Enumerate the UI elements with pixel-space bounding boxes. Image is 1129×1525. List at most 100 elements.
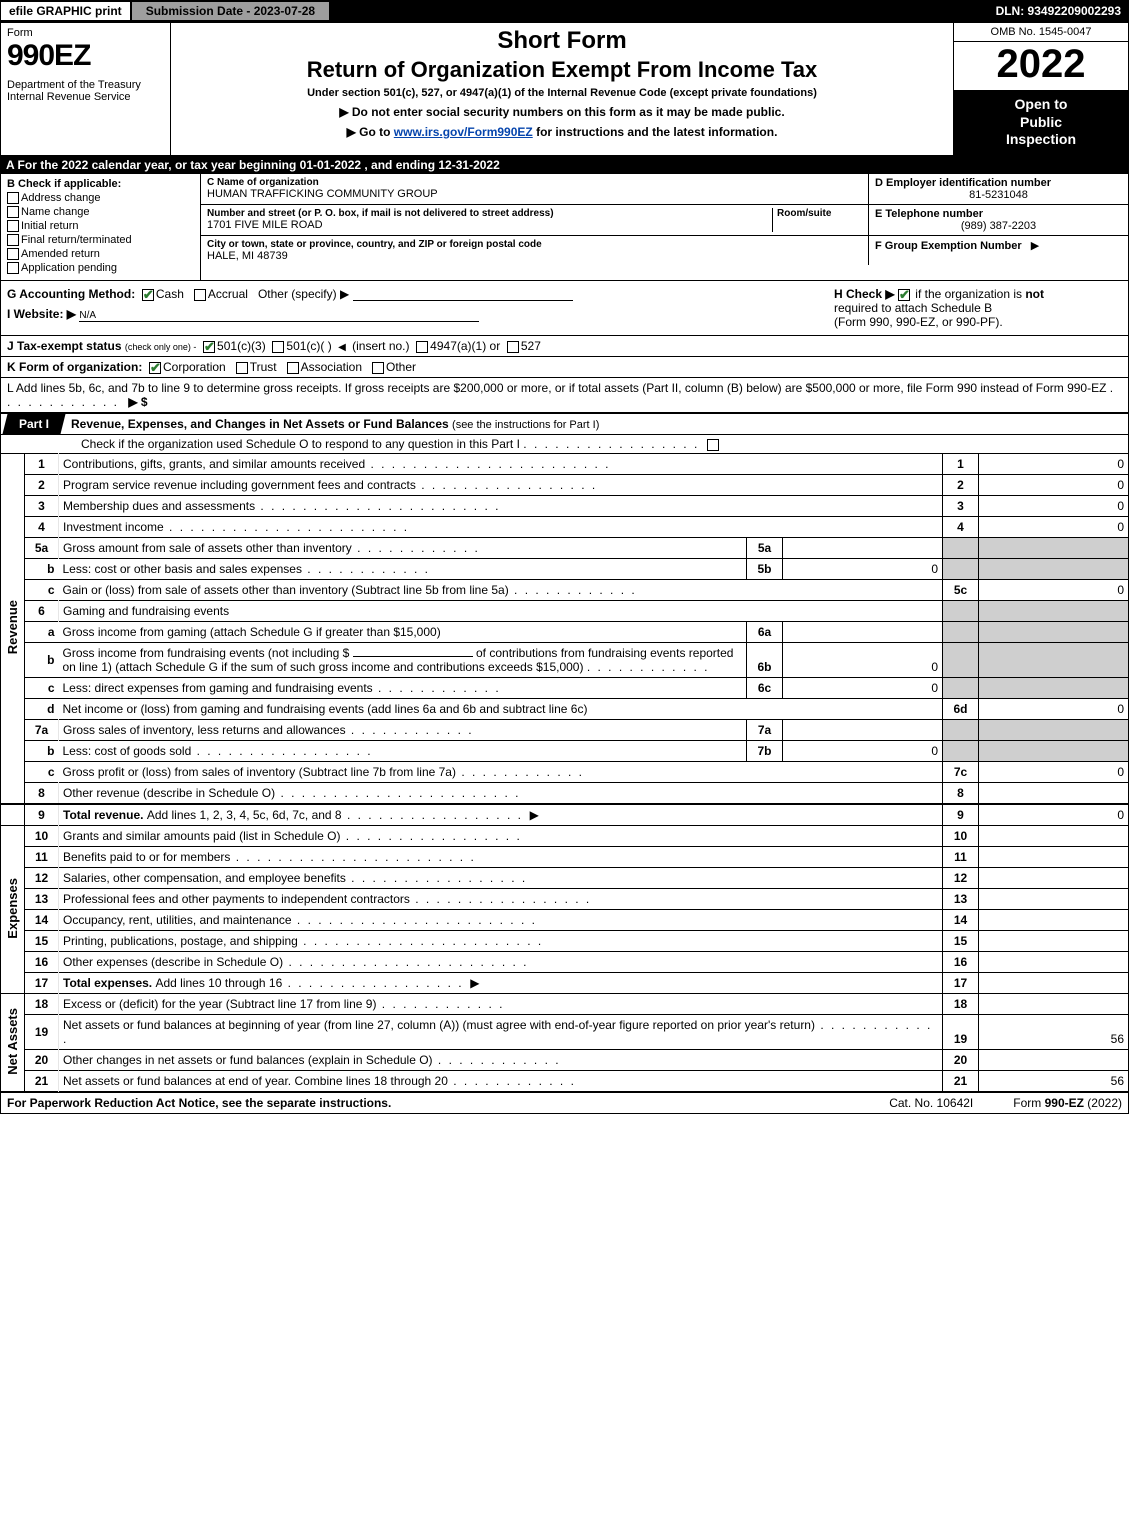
outer-amt: 0 bbox=[979, 762, 1129, 783]
opt-name-change: Name change bbox=[21, 206, 90, 218]
outer-num: 2 bbox=[943, 475, 979, 496]
line-num: 8 bbox=[25, 783, 59, 805]
line-num: 3 bbox=[25, 496, 59, 517]
checkbox-icon bbox=[7, 262, 19, 274]
outer-num: 3 bbox=[943, 496, 979, 517]
line-num: d bbox=[25, 699, 59, 720]
triangle-left-icon bbox=[335, 339, 349, 353]
line-desc: Occupancy, rent, utilities, and maintena… bbox=[59, 910, 943, 931]
line-num: c bbox=[25, 762, 59, 783]
line-num: 11 bbox=[25, 847, 59, 868]
chk-corp[interactable] bbox=[149, 362, 161, 374]
instr-ssn: ▶ Do not enter social security numbers o… bbox=[177, 105, 947, 119]
table-row: d Net income or (loss) from gaming and f… bbox=[1, 699, 1129, 720]
inner-num: 5a bbox=[747, 538, 783, 559]
line-num: 6 bbox=[25, 601, 59, 622]
chk-final-return[interactable]: Final return/terminated bbox=[7, 234, 194, 246]
outer-num: 7c bbox=[943, 762, 979, 783]
line-desc: Membership dues and assessments bbox=[59, 496, 943, 517]
section-l: L Add lines 5b, 6c, and 7b to line 9 to … bbox=[1, 377, 1128, 412]
table-row: 6 Gaming and fundraising events bbox=[1, 601, 1129, 622]
line-desc: Benefits paid to or for members bbox=[59, 847, 943, 868]
chk-application-pending[interactable]: Application pending bbox=[7, 262, 194, 274]
outer-amt: 0 bbox=[979, 454, 1129, 475]
section-h: H Check ▶ if the organization is not req… bbox=[828, 281, 1128, 335]
line-a: A For the 2022 calendar year, or tax yea… bbox=[0, 156, 1129, 174]
outer-amt: 56 bbox=[979, 1071, 1129, 1092]
inner-amt: 0 bbox=[783, 559, 943, 580]
line-num: 10 bbox=[25, 826, 59, 847]
section-k: K Form of organization: Corporation Trus… bbox=[1, 356, 1128, 377]
table-row: 14 Occupancy, rent, utilities, and maint… bbox=[1, 910, 1129, 931]
chk-initial-return[interactable]: Initial return bbox=[7, 220, 194, 232]
outer-num: 1 bbox=[943, 454, 979, 475]
line-desc: Other changes in net assets or fund bala… bbox=[59, 1050, 943, 1071]
line-desc: Gross income from gaming (attach Schedul… bbox=[59, 622, 747, 643]
line-num: 15 bbox=[25, 931, 59, 952]
chk-address-change[interactable]: Address change bbox=[7, 192, 194, 204]
irs-link[interactable]: www.irs.gov/Form990EZ bbox=[394, 125, 533, 139]
table-row: a Gross income from gaming (attach Sched… bbox=[1, 622, 1129, 643]
ein-value: 81-5231048 bbox=[875, 189, 1122, 201]
chk-accrual[interactable] bbox=[194, 289, 206, 301]
short-form-title: Short Form bbox=[177, 27, 947, 55]
chk-trust[interactable] bbox=[236, 362, 248, 374]
header-subtitle: Under section 501(c), 527, or 4947(a)(1)… bbox=[177, 87, 947, 99]
table-row: 3 Membership dues and assessments 3 0 bbox=[1, 496, 1129, 517]
e-label: E Telephone number bbox=[875, 208, 1122, 220]
line-num: 9 bbox=[25, 804, 59, 826]
chk-name-change[interactable]: Name change bbox=[7, 206, 194, 218]
return-title: Return of Organization Exempt From Incom… bbox=[177, 57, 947, 83]
chk-assoc[interactable] bbox=[287, 362, 299, 374]
grey-cell bbox=[943, 741, 979, 762]
chk-501c[interactable] bbox=[272, 341, 284, 353]
line-desc: Gaming and fundraising events bbox=[59, 601, 943, 622]
line-desc: Less: cost or other basis and sales expe… bbox=[59, 559, 747, 580]
header-center: Short Form Return of Organization Exempt… bbox=[171, 23, 953, 155]
chk-501c3[interactable] bbox=[203, 341, 215, 353]
i-label: I Website: ▶ bbox=[7, 307, 76, 321]
section-b: B Check if applicable: Address change Na… bbox=[1, 174, 201, 281]
chk-other-org[interactable] bbox=[372, 362, 384, 374]
other-specify-input[interactable] bbox=[353, 287, 573, 301]
outer-num: 15 bbox=[943, 931, 979, 952]
inner-amt: 0 bbox=[783, 678, 943, 699]
line-desc: Total expenses. Add lines 10 through 16 … bbox=[59, 973, 943, 994]
outer-amt: 0 bbox=[979, 496, 1129, 517]
chk-schedule-b[interactable] bbox=[898, 289, 910, 301]
grey-cell bbox=[943, 601, 979, 622]
open-line2: Public bbox=[1020, 114, 1062, 130]
table-row: b Gross income from fundraising events (… bbox=[1, 643, 1129, 678]
chk-4947[interactable] bbox=[416, 341, 428, 353]
line-num: 18 bbox=[25, 994, 59, 1015]
line-desc: Investment income bbox=[59, 517, 943, 538]
table-row: 11 Benefits paid to or for members 11 bbox=[1, 847, 1129, 868]
line-num: 19 bbox=[25, 1015, 59, 1050]
table-row: Revenue 1 Contributions, gifts, grants, … bbox=[1, 454, 1129, 475]
inner-num: 6c bbox=[747, 678, 783, 699]
chk-schedule-o[interactable] bbox=[707, 439, 719, 451]
line-desc: Printing, publications, postage, and shi… bbox=[59, 931, 943, 952]
opt-cash: Cash bbox=[156, 287, 184, 301]
line-num: a bbox=[25, 622, 59, 643]
blank-side bbox=[1, 804, 25, 826]
header-right: OMB No. 1545-0047 2022 Open to Public In… bbox=[953, 23, 1128, 155]
grey-cell bbox=[979, 741, 1129, 762]
section-c-street: Number and street (or P. O. box, if mail… bbox=[201, 205, 868, 235]
f-label: F Group Exemption Number bbox=[875, 240, 1022, 252]
opt-other-org: Other bbox=[386, 360, 416, 374]
section-gh: G Accounting Method: Cash Accrual Other … bbox=[1, 280, 1128, 335]
header-left: Form 990EZ Department of the Treasury In… bbox=[1, 23, 171, 155]
grey-cell bbox=[979, 643, 1129, 678]
outer-amt bbox=[979, 910, 1129, 931]
inner-amt: 0 bbox=[783, 643, 943, 678]
h-text1: H Check ▶ bbox=[834, 287, 895, 301]
table-row: 21 Net assets or fund balances at end of… bbox=[1, 1071, 1129, 1092]
chk-cash[interactable] bbox=[142, 289, 154, 301]
chk-amended-return[interactable]: Amended return bbox=[7, 248, 194, 260]
dots-icon bbox=[523, 437, 699, 451]
chk-527[interactable] bbox=[507, 341, 519, 353]
outer-amt: 0 bbox=[979, 475, 1129, 496]
line-desc: Other revenue (describe in Schedule O) bbox=[59, 783, 943, 805]
line-num: b bbox=[25, 559, 59, 580]
